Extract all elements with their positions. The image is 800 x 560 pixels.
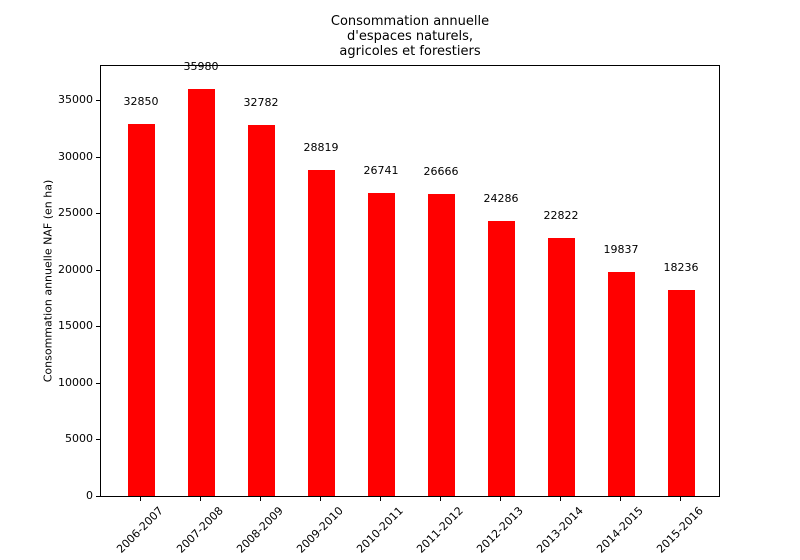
x-tick-label: 2013-2014 <box>534 504 586 556</box>
chart-title: Consommation annuelle d'espaces naturels… <box>330 14 490 59</box>
y-tick-mark <box>96 496 100 497</box>
bar-value-label: 19837 <box>603 243 639 256</box>
x-tick-mark <box>500 497 501 501</box>
y-tick-mark <box>96 270 100 271</box>
bar <box>487 221 515 496</box>
x-tick-label: 2015-2016 <box>654 504 706 556</box>
x-tick-label: 2012-2013 <box>474 504 526 556</box>
x-tick-label: 2007-2008 <box>174 504 226 556</box>
x-tick-label: 2014-2015 <box>594 504 646 556</box>
x-tick-mark <box>560 497 561 501</box>
y-tick-label: 35000 <box>58 93 93 106</box>
x-tick-mark <box>440 497 441 501</box>
x-tick-mark <box>320 497 321 501</box>
bar-value-label: 18236 <box>663 261 699 274</box>
bar <box>427 194 455 496</box>
y-tick-label: 25000 <box>58 206 93 219</box>
x-tick-mark <box>380 497 381 501</box>
bar-value-label: 24286 <box>483 192 519 205</box>
bar <box>187 89 215 496</box>
bar-value-label: 32782 <box>243 96 279 109</box>
y-tick-mark <box>96 439 100 440</box>
x-tick-label: 2008-2009 <box>234 504 286 556</box>
bar <box>667 290 695 496</box>
y-tick-label: 30000 <box>58 150 93 163</box>
bar <box>127 124 155 496</box>
bar <box>547 238 575 496</box>
y-tick-label: 20000 <box>58 263 93 276</box>
bar-value-label: 22822 <box>543 209 579 222</box>
x-tick-mark <box>680 497 681 501</box>
bar-value-label: 26666 <box>423 165 459 178</box>
bar-value-label: 26741 <box>363 164 399 177</box>
y-tick-mark <box>96 213 100 214</box>
y-tick-label: 0 <box>86 489 93 502</box>
y-tick-label: 10000 <box>58 376 93 389</box>
y-tick-mark <box>96 157 100 158</box>
y-tick-mark <box>96 383 100 384</box>
bar <box>247 125 275 496</box>
x-tick-label: 2006-2007 <box>114 504 166 556</box>
y-tick-mark <box>96 326 100 327</box>
x-tick-mark <box>620 497 621 501</box>
x-tick-label: 2010-2011 <box>354 504 406 556</box>
x-tick-label: 2009-2010 <box>294 504 346 556</box>
bar <box>367 193 395 496</box>
x-tick-label: 2011-2012 <box>414 504 466 556</box>
bar-value-label: 28819 <box>303 141 339 154</box>
bar <box>607 272 635 496</box>
y-tick-label: 5000 <box>65 432 93 445</box>
bar-value-label: 32850 <box>123 95 159 108</box>
x-tick-mark <box>140 497 141 501</box>
x-tick-mark <box>200 497 201 501</box>
bar <box>307 170 335 496</box>
x-tick-mark <box>260 497 261 501</box>
y-tick-label: 15000 <box>58 319 93 332</box>
plot-area: 32850 35980 32782 28819 26741 26666 24286 22822… <box>100 60 720 497</box>
bar-value-label: 35980 <box>183 60 219 73</box>
y-tick-mark <box>96 100 100 101</box>
